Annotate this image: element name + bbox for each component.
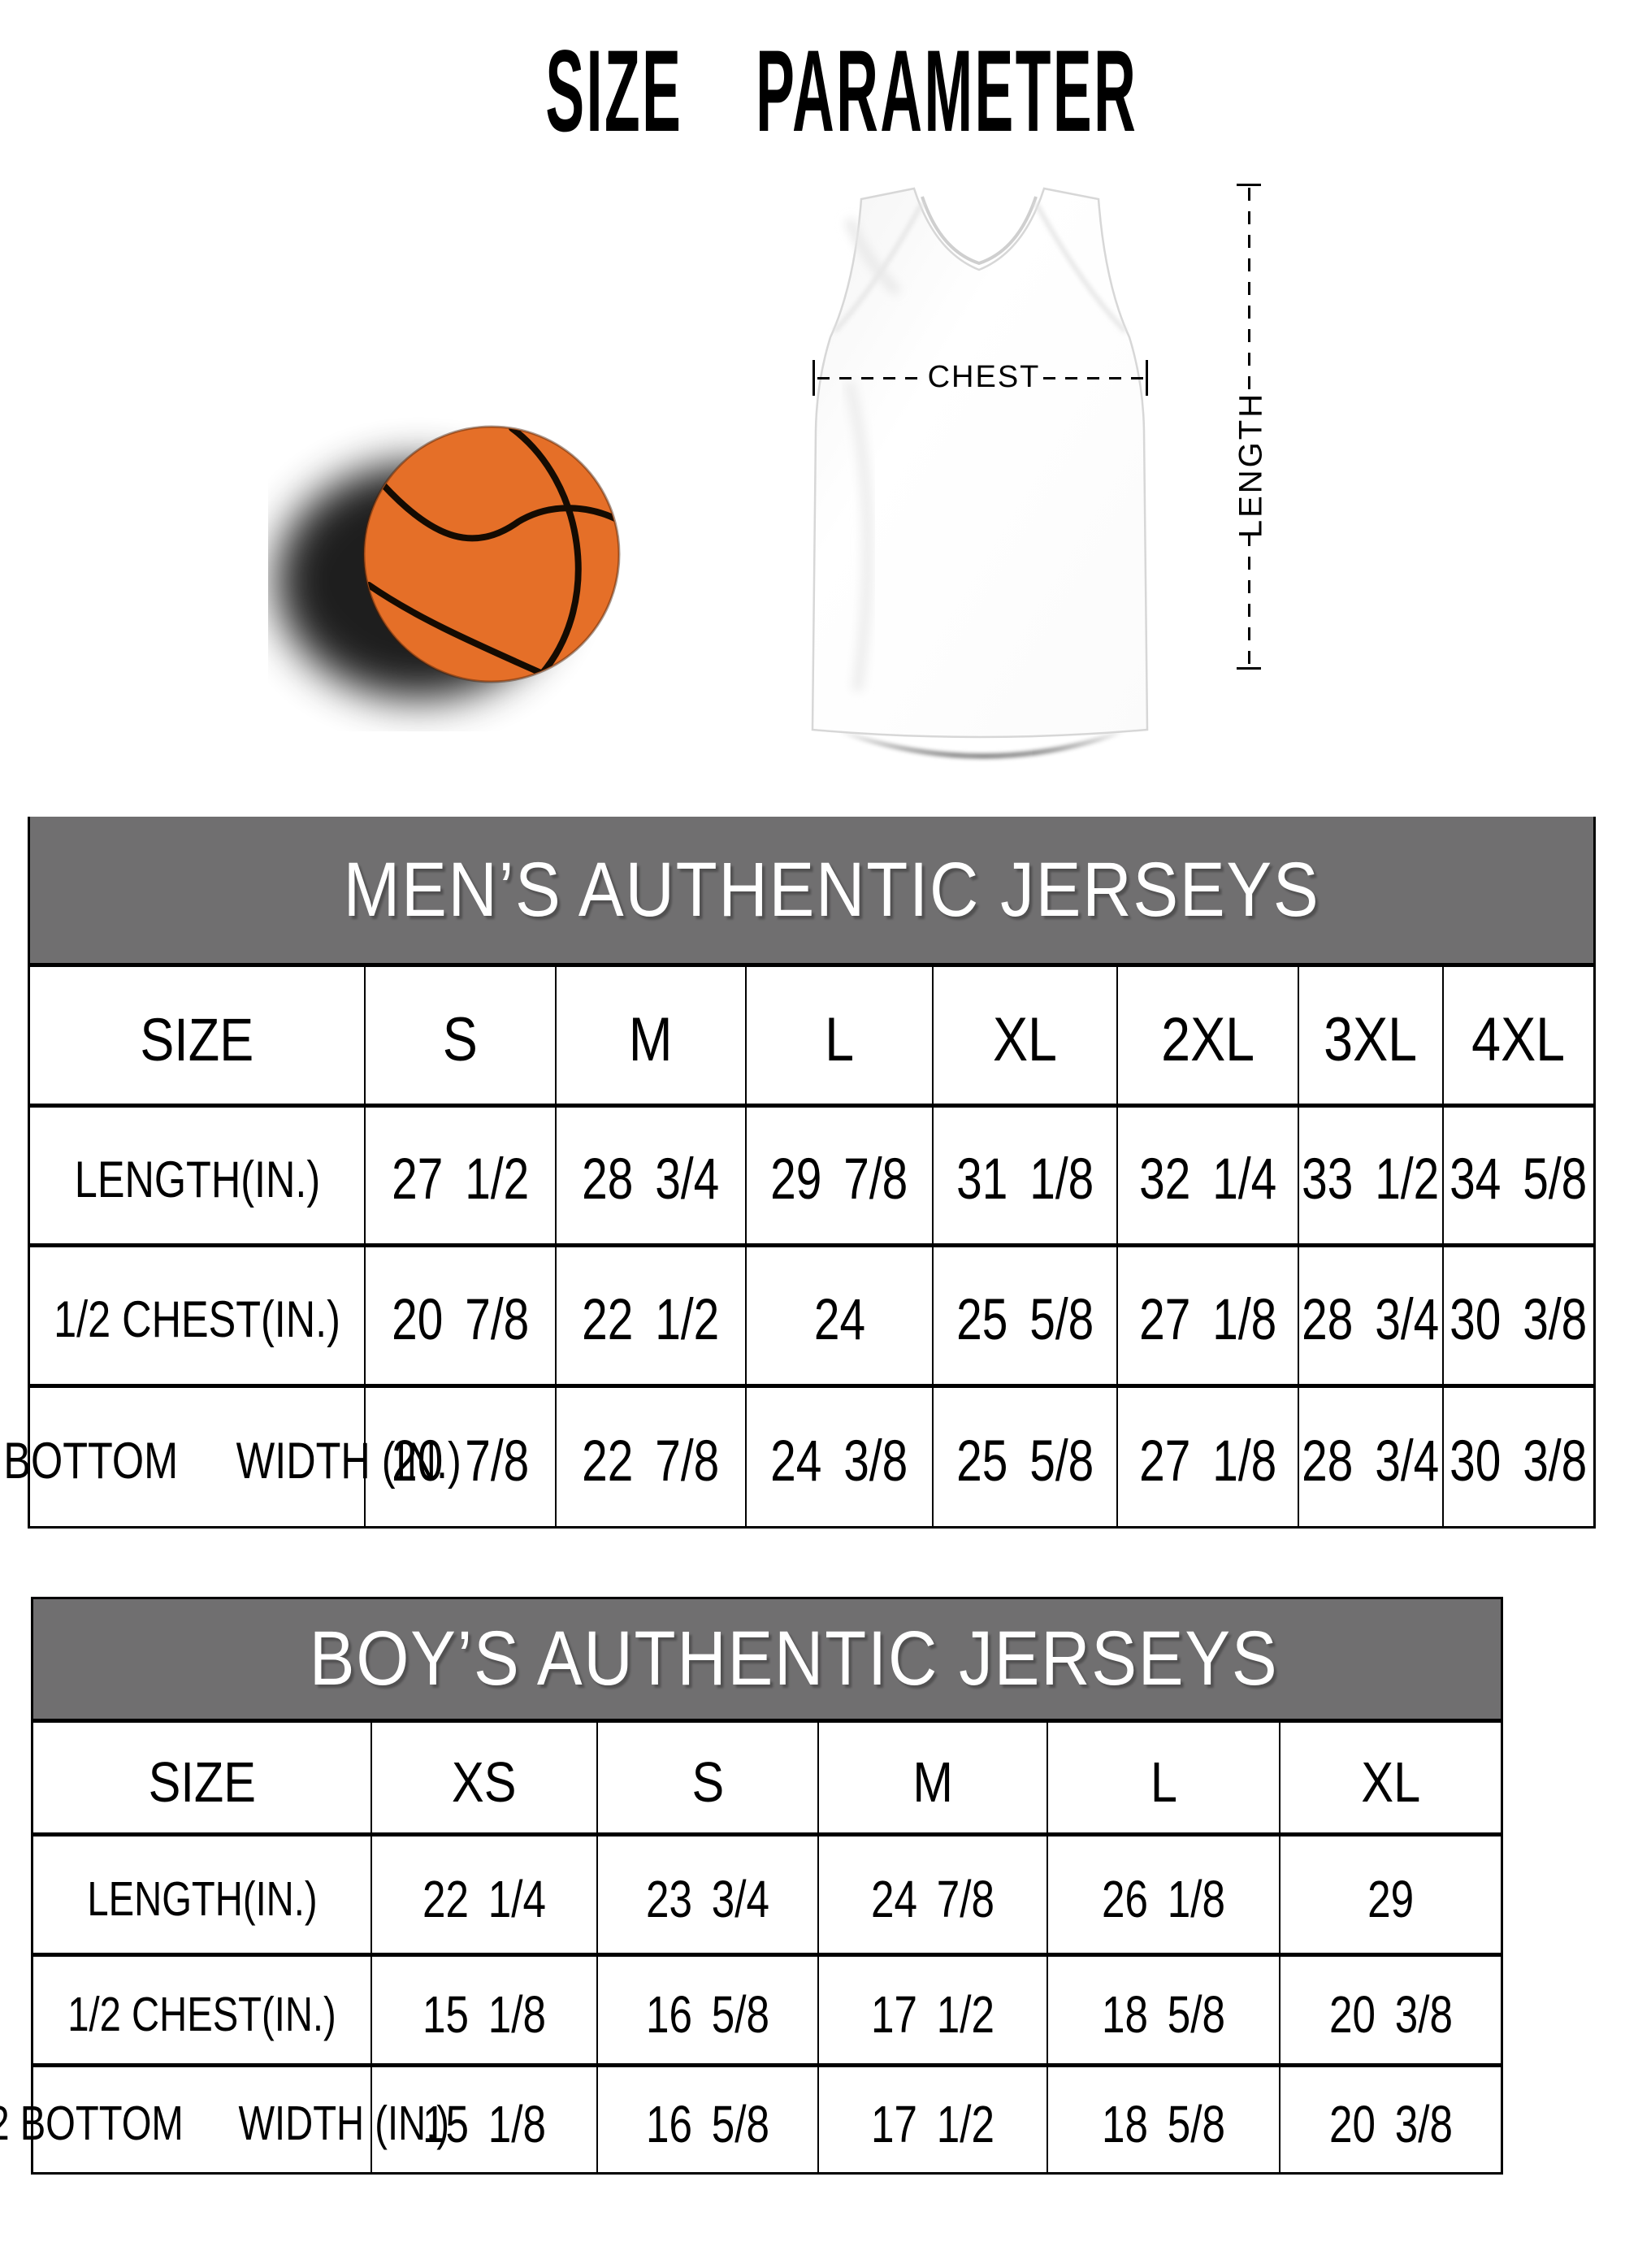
- basketball-seams: [366, 427, 618, 678]
- mens-size-table: MEN’S AUTHENTIC JERSEYS SIZE S M L XL 2X…: [0, 817, 1596, 1529]
- length-line-top-cap: [1237, 184, 1261, 186]
- boys-length-value: 24 7/8: [819, 1837, 1048, 1957]
- length-line-bottom-cap: [1237, 667, 1261, 670]
- mens-length-value: 28 3/4: [557, 1108, 747, 1247]
- boys-chest-value: 17 1/2: [819, 1957, 1048, 2067]
- boys-bottom-width-value: 16 5/8: [598, 2067, 819, 2172]
- jersey-illustration: [811, 187, 1149, 757]
- mens-length-value: 32 1/4: [1118, 1108, 1299, 1247]
- mens-size-s: S: [366, 967, 557, 1108]
- mens-bottom-width-label: 1/2 BOTTOM WIDTH (IN.): [0, 1388, 462, 1526]
- page-title: SIZE PARAMETER: [29, 27, 1625, 156]
- length-label: LENGTH: [1233, 391, 1269, 539]
- mens-size-l: L: [747, 967, 934, 1108]
- boys-size-xs: XS: [372, 1723, 598, 1837]
- boys-chest-value: 18 5/8: [1048, 1957, 1280, 2067]
- boys-table-header-band: BOY’S AUTHENTIC JERSEYS: [33, 1599, 1501, 1723]
- mens-chest-value: 22 1/2: [557, 1247, 747, 1388]
- mens-chest-value: 28 3/4: [1299, 1247, 1444, 1388]
- chest-dashed-line-left: [817, 377, 925, 379]
- boys-bottom-width-label: 1/2 BOTTOM WIDTH (IN.): [0, 2067, 449, 2172]
- jersey-fold: [843, 380, 873, 692]
- mens-size-4xl: 4XL: [1444, 967, 1593, 1108]
- mens-chest-label: 1/2 CHEST(IN.): [30, 1247, 366, 1388]
- boys-bottom-width-value: 18 5/8: [1048, 2067, 1280, 2172]
- mens-table-grid: SIZE S M L XL 2XL 3XL 4XL LENGTH(IN.) 27…: [0, 967, 1593, 1526]
- mens-chest-value: 24: [747, 1247, 934, 1388]
- mens-bottom-width-value: 24 3/8: [747, 1388, 934, 1526]
- mens-size-2xl: 2XL: [1118, 967, 1299, 1108]
- jersey-seam-right: [1034, 202, 1127, 333]
- boys-length-value: 29: [1280, 1837, 1501, 1957]
- page-title-text: SIZE PARAMETER: [545, 27, 1138, 156]
- mens-size-3xl: 3XL: [1299, 967, 1444, 1108]
- mens-table-title: MEN’S AUTHENTIC JERSEYS: [343, 846, 1320, 933]
- mens-bottom-width-value: 22 7/8: [557, 1388, 747, 1526]
- chest-line-left-tick: [812, 360, 815, 396]
- boys-length-label: LENGTH(IN.): [33, 1837, 372, 1957]
- boys-chest-value: 16 5/8: [598, 1957, 819, 2067]
- mens-chest-value: 20 7/8: [366, 1247, 557, 1388]
- boys-table-title: BOY’S AUTHENTIC JERSEYS: [309, 1615, 1279, 1702]
- boys-bottom-width-value: 17 1/2: [819, 2067, 1048, 2172]
- jersey-collar: [921, 196, 1038, 266]
- mens-length-value: 31 1/8: [934, 1108, 1118, 1247]
- boys-size-header-cell: SIZE: [33, 1723, 372, 1837]
- boys-bottom-width-value: 15 1/8: [372, 2067, 598, 2172]
- chest-line-right-tick: [1146, 360, 1148, 396]
- boys-size-table: BOY’S AUTHENTIC JERSEYS SIZE XS S M L XL…: [0, 1597, 1503, 2175]
- boys-size-m: M: [819, 1723, 1048, 1837]
- boys-bottom-width-value: 20 3/8: [1328, 2094, 1453, 2153]
- length-dashed-line-bottom: [1248, 533, 1250, 666]
- boys-size-s: S: [598, 1723, 819, 1837]
- jersey-fold: [844, 217, 902, 297]
- jersey-body: [811, 187, 1149, 739]
- mens-chest-value: 30 3/8: [1444, 1247, 1593, 1388]
- chest-dashed-line-right: [1043, 377, 1146, 379]
- boys-chest-label: 1/2 CHEST(IN.): [33, 1957, 372, 2067]
- mens-length-value: 34 5/8: [1444, 1108, 1593, 1247]
- boys-table-grid: SIZE XS S M L XL LENGTH(IN.) 22 1/4 23 3…: [0, 1723, 1501, 2172]
- mens-size-xl: XL: [934, 967, 1118, 1108]
- mens-bottom-width-value: 20 7/8: [366, 1388, 557, 1526]
- mens-length-value: 27 1/2: [366, 1108, 557, 1247]
- boys-size-l: L: [1048, 1723, 1280, 1837]
- mens-chest-value: 25 5/8: [934, 1247, 1118, 1388]
- boys-length-value: 26 1/8: [1048, 1837, 1280, 1957]
- mens-bottom-width-value: 28 3/4: [1299, 1388, 1444, 1526]
- mens-length-label: LENGTH(IN.): [30, 1108, 366, 1247]
- mens-length-value: 29 7/8: [747, 1108, 934, 1247]
- boys-length-value: 23 3/4: [598, 1837, 819, 1957]
- length-dashed-line-top: [1248, 188, 1250, 398]
- boys-size-xl: XL: [1280, 1723, 1501, 1837]
- mens-chest-value: 27 1/8: [1118, 1247, 1299, 1388]
- basketball-illustration: [276, 425, 621, 699]
- boys-length-value: 22 1/4: [372, 1837, 598, 1957]
- chest-label: CHEST: [927, 360, 1041, 394]
- jersey-hem-shadow: [839, 731, 1124, 757]
- mens-bottom-width-value: 27 1/8: [1118, 1388, 1299, 1526]
- mens-size-m: M: [557, 967, 747, 1108]
- mens-length-value: 33 1/2: [1299, 1108, 1444, 1247]
- boys-chest-value: 15 1/8: [372, 1957, 598, 2067]
- mens-table-header-band: MEN’S AUTHENTIC JERSEYS: [30, 817, 1593, 967]
- mens-size-header-cell: SIZE: [30, 967, 366, 1108]
- mens-bottom-width-value: 25 5/8: [934, 1388, 1118, 1526]
- boys-chest-value: 20 3/8: [1280, 1957, 1501, 2067]
- mens-bottom-width-value: 30 3/8: [1450, 1429, 1588, 1494]
